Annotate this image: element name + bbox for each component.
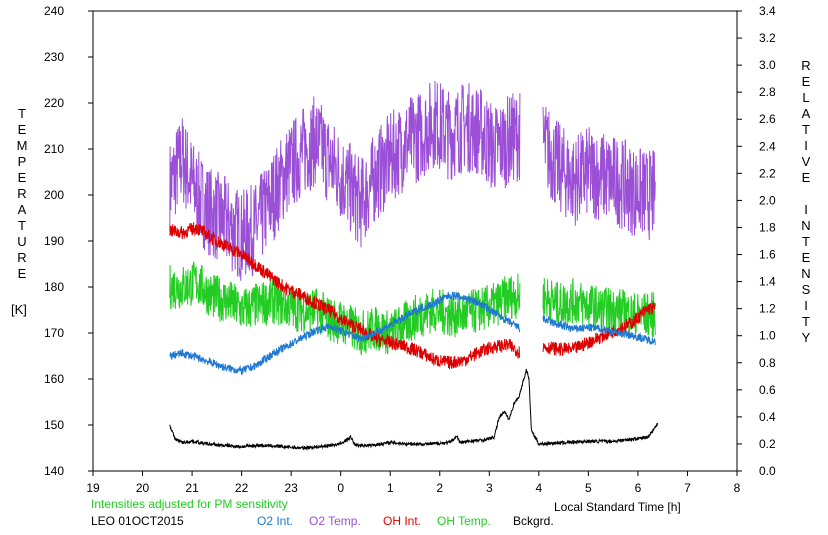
y-right-tick-label: 0.0 xyxy=(759,464,776,478)
y-left-tick-label: 210 xyxy=(44,142,64,156)
y-left-tick-label: 160 xyxy=(44,372,64,386)
left-axis-title-letter: T xyxy=(18,218,26,233)
y-right-tick-label: 1.2 xyxy=(759,302,776,316)
legend-item: O2 Int. xyxy=(257,514,294,528)
right-axis-title-letter: I xyxy=(804,298,808,313)
right-axis-title-letter: V xyxy=(801,154,811,169)
y-right-tick-label: 2.4 xyxy=(759,139,776,153)
left-axis-title-letter: E xyxy=(17,122,27,137)
right-axis-title-letter: A xyxy=(801,106,811,121)
y-right-tick-label: 0.2 xyxy=(759,437,776,451)
y-right-tick-label: 0.4 xyxy=(759,410,776,424)
y-left-tick-label: 240 xyxy=(44,4,64,18)
right-axis-title-letter: T xyxy=(802,234,810,249)
right-axis-title-letter: L xyxy=(802,90,810,105)
left-axis-title-letter: U xyxy=(17,234,27,249)
y-left-tick-label: 140 xyxy=(44,464,64,478)
y-right-tick-label: 2.0 xyxy=(759,193,776,207)
right-axis-title-letter: E xyxy=(801,170,811,185)
x-tick-label: 4 xyxy=(536,481,543,495)
y-right-tick-label: 0.8 xyxy=(759,356,776,370)
x-tick-label: 23 xyxy=(284,481,298,495)
left-axis-title-letter: E xyxy=(17,170,27,185)
y-right-tick-label: 3.0 xyxy=(759,58,776,72)
left-axis-title-letter: T xyxy=(18,106,26,121)
right-axis-title-letter: Y xyxy=(801,330,811,345)
left-axis-title-letter: R xyxy=(17,250,27,265)
y-right-tick-label: 2.6 xyxy=(759,112,776,126)
series-line-o2-int xyxy=(169,291,656,376)
left-axis-title-letter: R xyxy=(17,186,27,201)
x-tick-label: 19 xyxy=(86,481,100,495)
series-line-bckgrd xyxy=(169,368,659,451)
legend-item: OH Temp. xyxy=(437,514,491,528)
legend-item: OH Int. xyxy=(383,514,422,528)
y-left-tick-label: 220 xyxy=(44,96,64,110)
right-axis-title-letter xyxy=(798,186,814,202)
x-tick-label: 21 xyxy=(185,481,199,495)
x-tick-label: 5 xyxy=(585,481,592,495)
right-axis-title-letter: E xyxy=(801,74,811,89)
left-axis-title-letter: P xyxy=(17,154,27,169)
x-tick-label: 1 xyxy=(387,481,394,495)
x-tick-label: 22 xyxy=(235,481,249,495)
x-tick-label: 0 xyxy=(337,481,344,495)
right-axis-title-letter: T xyxy=(802,314,810,329)
series-lines xyxy=(169,80,659,451)
plot-frame xyxy=(92,10,738,472)
legend-item: Bckgrd. xyxy=(513,514,554,528)
x-axis-title: Local Standard Time [h] xyxy=(554,500,681,514)
x-tick-label: 6 xyxy=(635,481,642,495)
y-right-tick-label: 1.8 xyxy=(759,220,776,234)
x-tick-label: 8 xyxy=(734,481,741,495)
sensitivity-note: Intensities adjusted for PM sensitivity xyxy=(91,497,288,511)
left-axis-title-letter: M xyxy=(16,138,28,153)
right-axis-title-letter: T xyxy=(802,122,810,137)
left-axis-unit: [K] xyxy=(11,302,27,317)
y-right-tick-label: 3.2 xyxy=(759,31,776,45)
y-right-tick-label: 1.4 xyxy=(759,275,776,289)
x-tick-label: 20 xyxy=(136,481,150,495)
y-right-tick-label: 1.0 xyxy=(759,329,776,343)
left-axis-title-letter: E xyxy=(17,266,27,281)
right-axis-title-letter: E xyxy=(801,250,811,265)
y-left-tick-label: 150 xyxy=(44,418,64,432)
x-tick-label: 2 xyxy=(436,481,443,495)
y-right-tick-label: 2.2 xyxy=(759,166,776,180)
x-tick-label: 7 xyxy=(684,481,691,495)
left-axis-title-letter: A xyxy=(17,202,27,217)
y-right-tick-label: 3.4 xyxy=(759,4,776,18)
y-right-tick-label: 0.6 xyxy=(759,383,776,397)
legend-item: O2 Temp. xyxy=(309,514,361,528)
right-axis-title-letter: N xyxy=(801,266,811,281)
y-left-tick-label: 180 xyxy=(44,280,64,294)
y-left-tick-label: 190 xyxy=(44,234,64,248)
series-line-oh-int xyxy=(169,222,656,370)
y-right-tick-label: 2.8 xyxy=(759,85,776,99)
right-axis-title-letter: S xyxy=(801,282,811,297)
right-axis-title-letter: I xyxy=(804,202,808,217)
right-axis-title-letter: R xyxy=(801,58,811,73)
right-axis-title-letter: I xyxy=(804,138,808,153)
station-date: LEO 01OCT2015 xyxy=(91,514,184,528)
y-left-tick-label: 170 xyxy=(44,326,64,340)
right-axis-title-letter: N xyxy=(801,218,811,233)
y-left-tick-label: 200 xyxy=(44,188,64,202)
y-left-tick-label: 230 xyxy=(44,50,64,64)
x-tick-label: 3 xyxy=(486,481,493,495)
series-line-o2-temp xyxy=(169,80,656,281)
axis-ticks: 19 20 21 22 23 0 1 2 3 4 5 6 7 8140150160170180190200… xyxy=(44,4,776,495)
y-right-tick-label: 1.6 xyxy=(759,248,776,262)
